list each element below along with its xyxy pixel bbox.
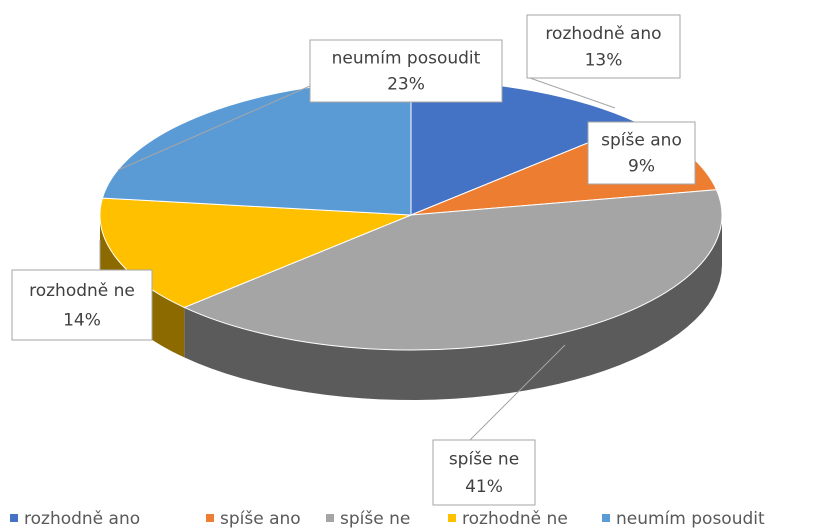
label-value: 14% [63, 310, 101, 330]
legend-swatch [206, 514, 214, 522]
label-box [587, 121, 696, 185]
label-box [11, 269, 153, 341]
label-box [432, 439, 536, 506]
label-value: 9% [628, 157, 655, 177]
label-value: 13% [585, 50, 623, 70]
leader-line [529, 77, 616, 109]
label-name: rozhodně ano [545, 24, 661, 44]
data-labels: rozhodně ano 13% spíše ano 9% spíše ne 41% roz… [11, 14, 696, 506]
slice [99, 197, 412, 308]
label-box [309, 39, 503, 103]
legend-label: spíše ano [220, 509, 301, 529]
legend-swatch [10, 514, 18, 522]
slice-side [184, 215, 722, 400]
label-name: neumím posoudit [332, 49, 481, 69]
label-name: spíše ne [449, 450, 519, 470]
label-box [526, 14, 681, 79]
legend-label: spíše ne [340, 509, 410, 529]
leader-line [469, 344, 566, 441]
legend-swatch [602, 514, 610, 522]
label-value: 23% [387, 75, 425, 95]
label-name: rozhodně ne [29, 281, 135, 301]
label-name: spíše ano [601, 131, 682, 151]
pie [99, 79, 723, 400]
legend-swatch [326, 514, 334, 522]
legend: rozhodně ano spíše ano spíše ne rozhodně ne… [10, 509, 765, 529]
legend-label: rozhodně ano [24, 509, 140, 529]
legend-label: rozhodně ne [462, 509, 568, 529]
legend-label: neumím posoudit [616, 509, 765, 529]
label-value: 41% [465, 477, 503, 497]
slice [183, 189, 723, 351]
leader-line [117, 85, 311, 171]
legend-swatch [448, 514, 456, 522]
